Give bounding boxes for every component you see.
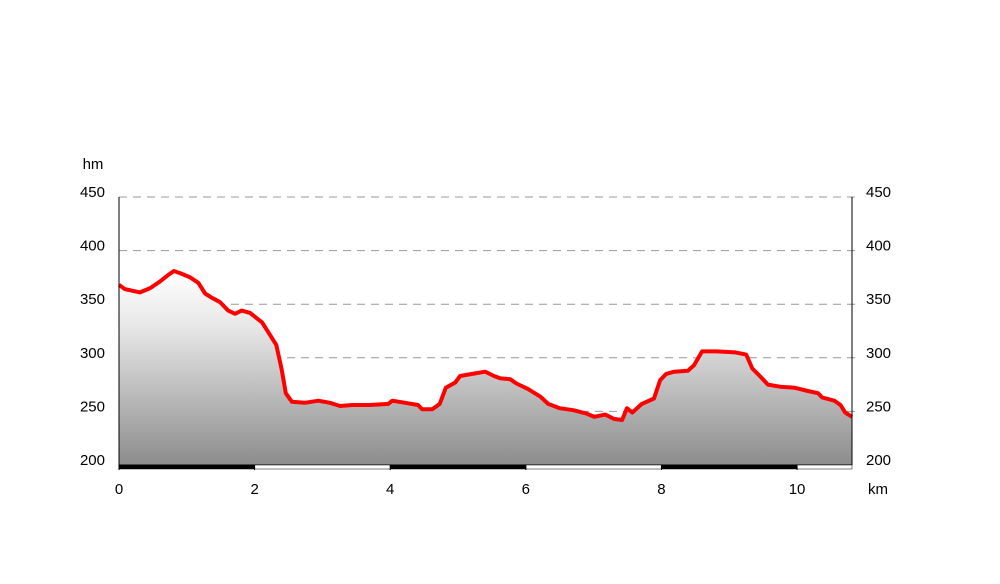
y-axis-label: hm <box>83 156 104 173</box>
y-tick-label-right: 200 <box>866 452 891 469</box>
y-tick-label-right: 350 <box>866 291 891 308</box>
y-tick-label-right: 250 <box>866 398 891 415</box>
elevation-area <box>119 271 852 465</box>
x-tick-label: 2 <box>250 481 258 498</box>
scale-band <box>661 464 798 470</box>
x-tick-label: 6 <box>522 481 530 498</box>
y-tick-label: 250 <box>80 398 105 415</box>
y-tick-label: 300 <box>80 345 105 362</box>
scale-band <box>254 464 391 470</box>
scale-band <box>525 464 662 470</box>
x-tick-label: 0 <box>115 481 123 498</box>
y-tick-label: 350 <box>80 291 105 308</box>
scale-band <box>118 464 255 470</box>
y-tick-label-right: 450 <box>866 184 891 201</box>
y-tick-label: 200 <box>80 452 105 469</box>
x-tick-label: 8 <box>657 481 665 498</box>
y-tick-label: 400 <box>80 238 105 255</box>
scale-band <box>796 464 853 470</box>
y-tick-label: 450 <box>80 184 105 201</box>
scale-band <box>389 464 527 470</box>
x-axis-label: km <box>868 481 888 498</box>
y-tick-label-right: 400 <box>866 238 891 255</box>
x-tick-label: 4 <box>386 481 394 498</box>
elevation-line <box>117 269 854 422</box>
y-tick-label-right: 300 <box>866 345 891 362</box>
x-tick-label: 10 <box>789 481 806 498</box>
